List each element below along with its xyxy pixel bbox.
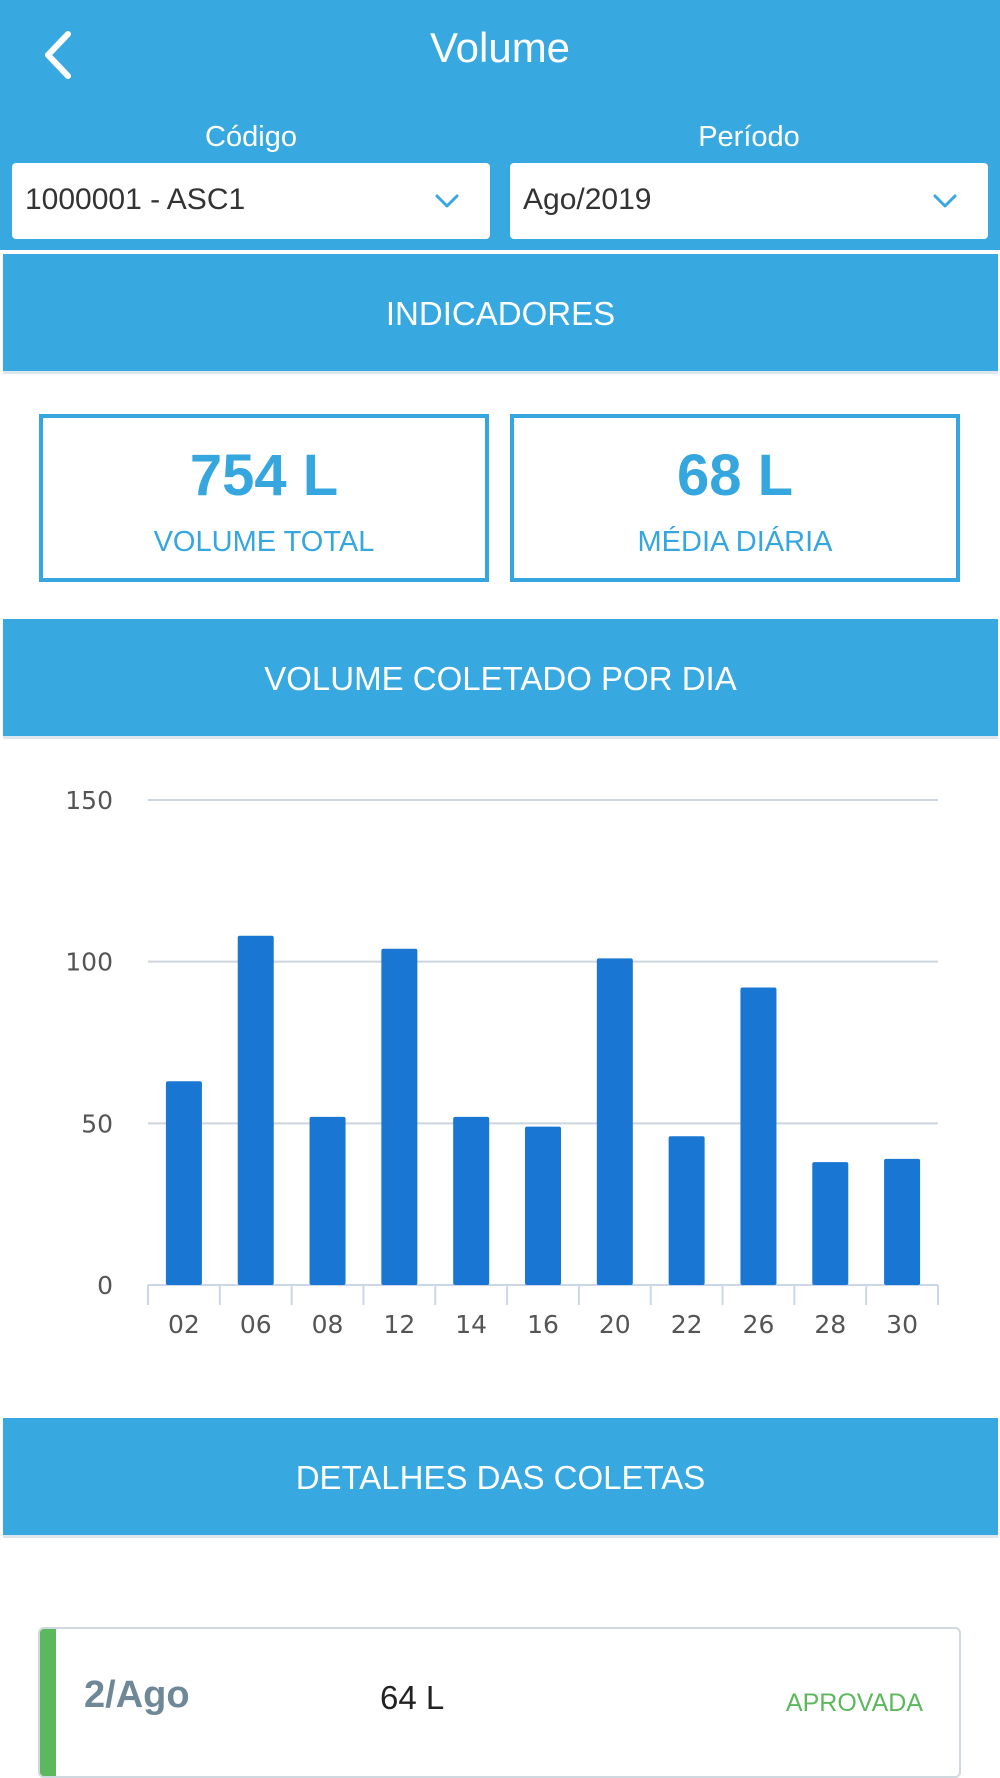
back-button[interactable]: [38, 26, 88, 84]
periodo-value: Ago/2019: [523, 183, 652, 216]
section-indicadores: INDICADORES: [3, 254, 998, 374]
bar-day-30: [884, 1158, 921, 1285]
bar-day-14: [453, 1116, 490, 1285]
y-tick-label: 0: [97, 1271, 113, 1300]
x-tick-label: 26: [743, 1310, 775, 1339]
x-tick-label: 12: [383, 1310, 415, 1339]
y-tick-label: 100: [65, 948, 113, 977]
codigo-label: Código: [205, 121, 297, 153]
x-tick-label: 16: [527, 1310, 559, 1339]
chevron-left-icon: [45, 31, 71, 79]
periodo-select[interactable]: Ago/2019: [510, 163, 988, 239]
media-diaria-value: 68 L: [676, 443, 794, 508]
detail-card[interactable]: 2/Ago 64 L APROVADA: [38, 1627, 961, 1778]
y-tick-label: 150: [65, 786, 113, 815]
codigo-value: 1000001 - ASC1: [25, 183, 246, 216]
bar-day-20: [596, 958, 633, 1285]
chevron-down-icon: [435, 194, 459, 208]
codigo-select[interactable]: 1000001 - ASC1: [12, 163, 490, 239]
volume-bar-chart: 0 50 100 150 02 06 08 12 14 16 20 22 26 28 30: [65, 786, 939, 1339]
page-title: Volume: [429, 24, 571, 71]
section-detalhes: DETALHES DAS COLETAS: [3, 1418, 998, 1538]
bar-day-06: [237, 935, 274, 1285]
section-volume-por-dia: VOLUME COLETADO POR DIA: [3, 619, 998, 739]
x-tick-label: 02: [168, 1310, 200, 1339]
volume-total-card: 754 L VOLUME TOTAL: [39, 414, 489, 582]
bar-day-08: [309, 1116, 346, 1285]
media-diaria-label: MÉDIA DIÁRIA: [637, 526, 833, 558]
bar-day-22: [668, 1136, 705, 1285]
detail-volume: 64 L: [380, 1679, 445, 1716]
bar-day-26: [740, 987, 777, 1285]
bar-day-12: [381, 948, 418, 1285]
x-tick-label: 06: [240, 1310, 272, 1339]
bar-day-16: [525, 1126, 561, 1285]
status-badge: APROVADA: [785, 1689, 923, 1717]
volume-total-value: 754 L: [189, 443, 339, 508]
x-tick-label: 30: [886, 1310, 918, 1339]
x-tick-label: 14: [455, 1310, 487, 1339]
volume-total-label: VOLUME TOTAL: [153, 526, 375, 558]
status-stripe: [40, 1629, 56, 1776]
bar-day-28: [812, 1162, 849, 1285]
bar-day-02: [165, 1081, 202, 1285]
y-tick-label: 50: [81, 1109, 113, 1138]
detail-date: 2/Ago: [84, 1674, 190, 1716]
media-diaria-card: 68 L MÉDIA DIÁRIA: [510, 414, 960, 582]
chevron-down-icon: [933, 194, 957, 208]
x-tick-label: 20: [599, 1310, 631, 1339]
x-tick-label: 22: [671, 1310, 703, 1339]
periodo-label: Período: [698, 121, 800, 153]
x-tick-label: 28: [814, 1310, 846, 1339]
app-header: Volume Código 1000001 - ASC1 Período Ago…: [0, 0, 1000, 250]
x-tick-label: 08: [312, 1310, 344, 1339]
